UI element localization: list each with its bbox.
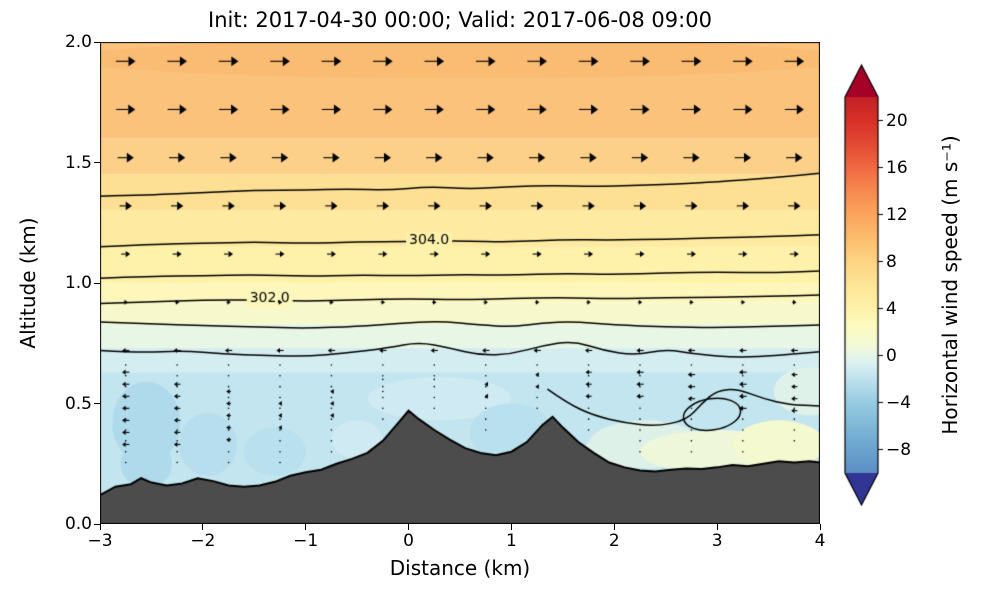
colorbar-tick-label: 4 (886, 298, 897, 319)
colorbar-tick-label: −8 (886, 439, 912, 460)
cross-section-plot-canvas (100, 42, 820, 524)
colorbar-tick-label: 12 (886, 204, 908, 225)
y-tick-mark (94, 523, 100, 525)
x-tick-label: −1 (293, 531, 319, 551)
x-axis-label: Distance (km) (389, 556, 531, 580)
x-tick-mark (99, 524, 101, 530)
x-tick-label: 0 (403, 531, 414, 551)
x-tick-label: 2 (608, 531, 620, 551)
colorbar-tick-label: 20 (886, 110, 908, 131)
y-tick-label: 0.5 (64, 393, 92, 414)
y-tick-mark (94, 41, 100, 43)
colorbar-tick-label: −4 (886, 392, 912, 413)
x-tick-mark (408, 524, 410, 530)
colorbar-tick-label: 8 (886, 251, 897, 272)
x-tick-label: −2 (190, 531, 216, 551)
x-tick-mark (819, 524, 821, 530)
x-tick-label: 4 (814, 531, 826, 551)
x-tick-label: 1 (506, 531, 517, 551)
colorbar-tick-label: 0 (886, 345, 897, 366)
colorbar-tick-label: 16 (886, 157, 908, 178)
x-tick-mark (510, 524, 512, 530)
colorbar-canvas (840, 60, 890, 512)
x-tick-mark (716, 524, 718, 530)
y-axis-label: Altitude (km) (16, 217, 40, 349)
plot-title: Init: 2017-04-30 00:00; Valid: 2017-06-0… (208, 8, 712, 32)
y-tick-mark (94, 282, 100, 284)
y-tick-label: 1.5 (64, 152, 92, 173)
y-tick-mark (94, 403, 100, 404)
x-tick-mark (305, 524, 307, 530)
x-tick-label: −3 (87, 531, 113, 551)
y-tick-mark (94, 162, 100, 163)
y-tick-label: 1.0 (64, 273, 92, 293)
x-tick-label: 3 (711, 531, 723, 551)
colorbar-label: Horizontal wind speed (m s⁻¹) (938, 135, 962, 435)
x-tick-mark (202, 524, 204, 530)
y-tick-label: 2.0 (64, 32, 92, 52)
y-tick-label: 0.0 (64, 514, 92, 534)
x-tick-mark (613, 524, 615, 530)
